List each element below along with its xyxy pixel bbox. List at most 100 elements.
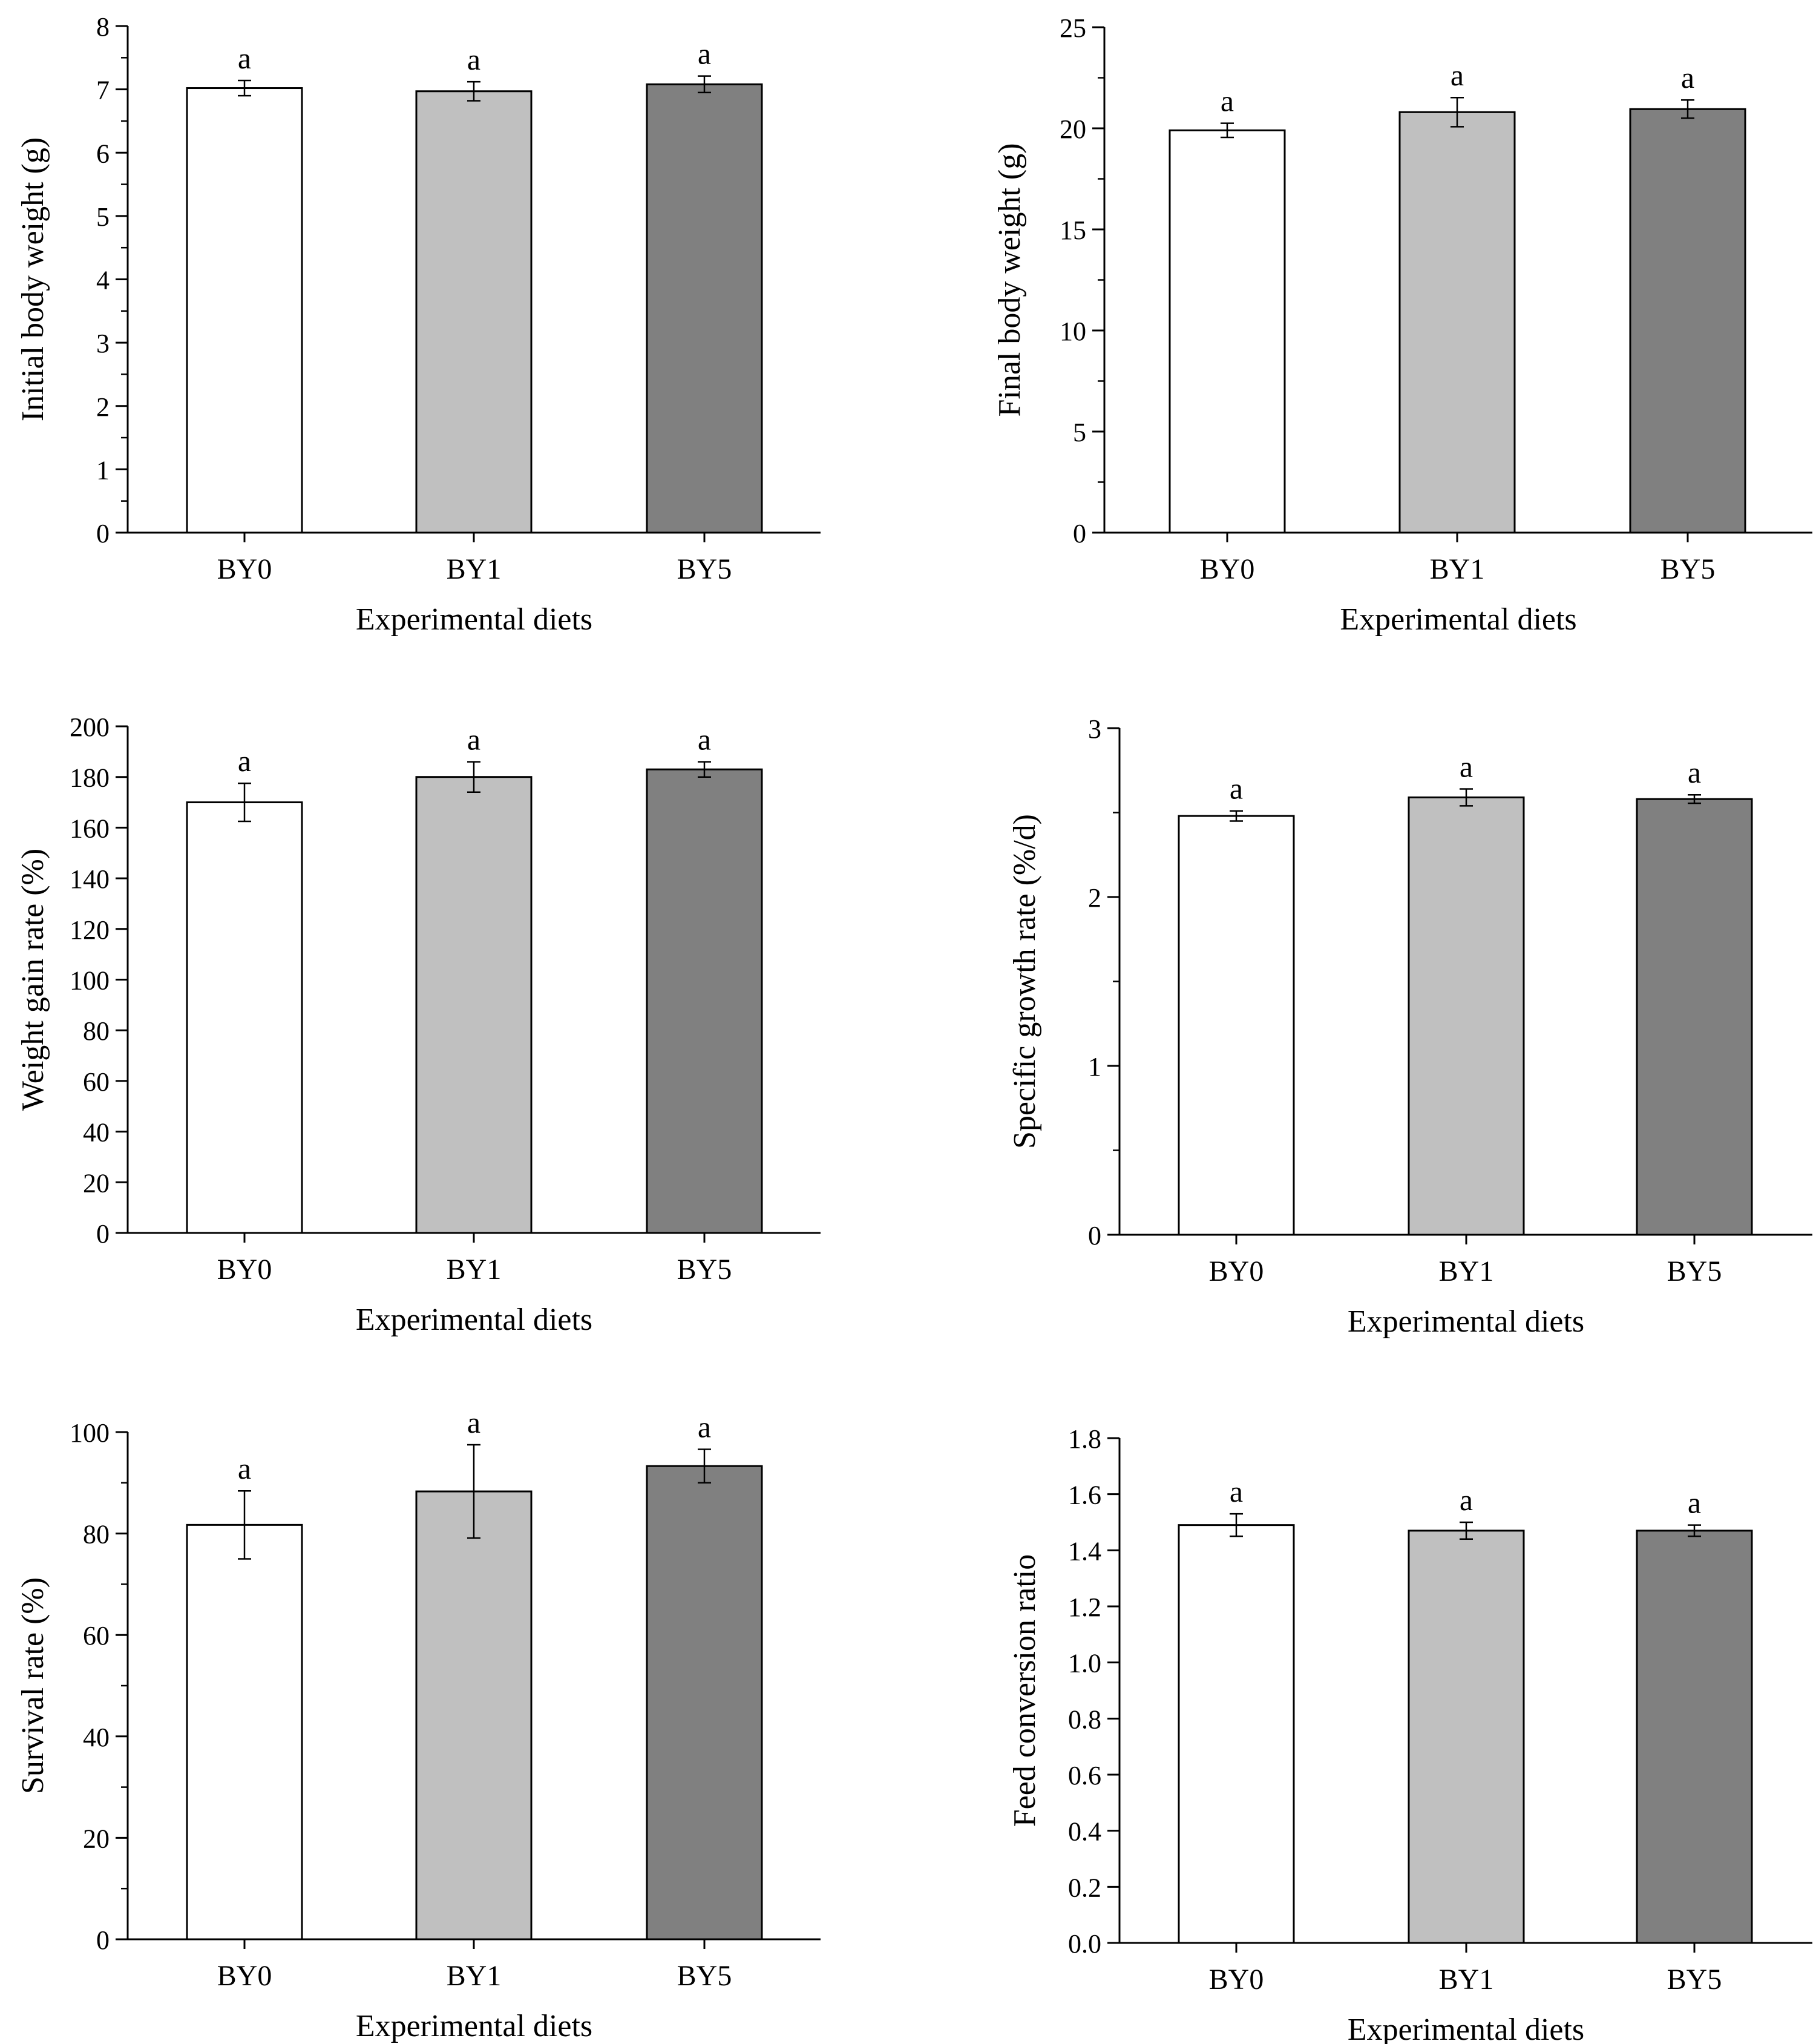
y-tick-label: 180 bbox=[70, 763, 110, 793]
chart-panel-1: a BY0 a BY1 a BY5 0 1 2 3 4 5 6 7 8 Experimental diets I… bbox=[16, 12, 821, 637]
bar-by0 bbox=[1178, 815, 1295, 1236]
bar-by0 bbox=[1178, 1524, 1295, 1944]
y-tick-label: 5 bbox=[1073, 418, 1086, 447]
bar-by1 bbox=[1398, 111, 1516, 534]
y-tick-label: 100 bbox=[70, 966, 110, 996]
y-tick-label: 1 bbox=[1088, 1052, 1101, 1082]
significance-label: a bbox=[1230, 1474, 1243, 1508]
significance-label: a bbox=[238, 1451, 251, 1485]
y-tick-label: 0.8 bbox=[1068, 1704, 1101, 1734]
x-tick-label: BY5 bbox=[677, 553, 732, 585]
x-tick-label: BY1 bbox=[1430, 553, 1485, 585]
x-axis-label: Experimental diets bbox=[356, 1303, 592, 1337]
x-axis-label: Experimental diets bbox=[1348, 2013, 1584, 2044]
y-tick-label: 0.0 bbox=[1068, 1929, 1101, 1959]
significance-label: a bbox=[238, 744, 251, 778]
chart-panel-5: a BY0 a BY1 a BY5 0 20 40 60 80 100 Experimental die… bbox=[16, 1405, 821, 2043]
y-tick-label: 0 bbox=[96, 519, 110, 548]
y-tick-label: 80 bbox=[83, 1520, 110, 1549]
x-tick-label: BY1 bbox=[447, 1960, 502, 1992]
y-axis-label: Specific growth rate (%/d) bbox=[1008, 814, 1042, 1149]
bar-by5 bbox=[1636, 1530, 1753, 1944]
y-tick-label: 1.0 bbox=[1068, 1649, 1101, 1678]
x-tick-label: BY5 bbox=[677, 1254, 732, 1286]
bar-by1 bbox=[1408, 796, 1525, 1236]
bar-by5 bbox=[646, 83, 763, 534]
y-tick-label: 200 bbox=[70, 712, 110, 742]
y-tick-label: 40 bbox=[83, 1118, 110, 1148]
y-tick-label: 100 bbox=[70, 1418, 110, 1448]
significance-label: a bbox=[467, 723, 480, 757]
x-tick-label: BY0 bbox=[1200, 553, 1255, 585]
y-tick-label: 4 bbox=[96, 266, 110, 295]
bar-by0 bbox=[186, 1523, 303, 1940]
chart-panel-4: a BY0 a BY1 a BY5 0 1 2 3 Experimental diets Specif… bbox=[1008, 714, 1812, 1339]
x-axis-label: Experimental diets bbox=[356, 602, 592, 637]
bar-by1 bbox=[415, 776, 533, 1234]
significance-label: a bbox=[1688, 1486, 1701, 1520]
x-tick-label: BY0 bbox=[1209, 1963, 1264, 1996]
chart-panel-2: a BY0 a BY1 a BY5 0 5 10 15 20 25 Experimental diets… bbox=[992, 13, 1812, 637]
significance-label: a bbox=[1681, 61, 1694, 94]
y-tick-label: 20 bbox=[83, 1824, 110, 1853]
x-axis-label: Experimental diets bbox=[1348, 1304, 1584, 1339]
x-tick-label: BY5 bbox=[1660, 553, 1716, 585]
bar-by0 bbox=[186, 87, 303, 534]
y-tick-label: 0 bbox=[1073, 519, 1086, 548]
y-tick-label: 0.2 bbox=[1068, 1873, 1101, 1902]
y-tick-label: 0 bbox=[96, 1925, 110, 1955]
x-tick-label: BY5 bbox=[1667, 1963, 1722, 1996]
y-tick-label: 6 bbox=[96, 139, 110, 168]
significance-label: a bbox=[1460, 749, 1473, 783]
x-tick-label: BY1 bbox=[1439, 1963, 1494, 1996]
y-axis-label: Weight gain rate (%) bbox=[16, 849, 50, 1111]
bar-by0 bbox=[1169, 129, 1286, 534]
y-tick-label: 1 bbox=[96, 455, 110, 485]
significance-label: a bbox=[1230, 772, 1243, 806]
bar-by1 bbox=[1408, 1530, 1525, 1944]
bar-by0 bbox=[186, 801, 303, 1234]
significance-label: a bbox=[1451, 58, 1464, 92]
significance-label: a bbox=[1460, 1483, 1473, 1517]
x-axis-label: Experimental diets bbox=[1340, 602, 1576, 637]
y-tick-label: 1.6 bbox=[1068, 1480, 1101, 1510]
y-tick-label: 3 bbox=[96, 329, 110, 358]
x-tick-label: BY5 bbox=[1667, 1255, 1722, 1287]
significance-label: a bbox=[1688, 755, 1701, 789]
significance-label: a bbox=[698, 723, 711, 757]
bar-by5 bbox=[1636, 798, 1753, 1236]
significance-label: a bbox=[698, 37, 711, 71]
significance-label: a bbox=[467, 42, 480, 76]
bar-by1 bbox=[415, 90, 533, 534]
x-tick-label: BY0 bbox=[217, 1960, 272, 1992]
y-tick-label: 15 bbox=[1060, 215, 1086, 245]
x-tick-label: BY1 bbox=[447, 1254, 502, 1286]
y-tick-label: 5 bbox=[96, 202, 110, 232]
y-tick-label: 3 bbox=[1088, 714, 1101, 744]
x-tick-label: BY5 bbox=[677, 1960, 732, 1992]
y-tick-label: 8 bbox=[96, 12, 110, 42]
y-tick-label: 60 bbox=[83, 1067, 110, 1097]
y-tick-label: 10 bbox=[1060, 317, 1086, 346]
x-tick-label: BY0 bbox=[1209, 1255, 1264, 1287]
significance-label: a bbox=[467, 1405, 480, 1439]
bar-by5 bbox=[646, 1465, 763, 1940]
y-tick-label: 7 bbox=[96, 76, 110, 105]
significance-label: a bbox=[238, 41, 251, 75]
y-tick-label: 60 bbox=[83, 1621, 110, 1651]
bar-by5 bbox=[646, 768, 763, 1234]
y-axis-label: Final body weight (g) bbox=[992, 143, 1027, 416]
y-tick-label: 1.2 bbox=[1068, 1592, 1101, 1622]
significance-label: a bbox=[1221, 84, 1234, 118]
chart-panel-3: a BY0 a BY1 a BY5 0 20 40 60 80 100 120 140 160 180 200 E… bbox=[16, 712, 821, 1337]
y-tick-label: 160 bbox=[70, 813, 110, 843]
y-axis-label: Initial body weight (g) bbox=[16, 137, 50, 421]
y-tick-label: 20 bbox=[1060, 114, 1086, 144]
x-tick-label: BY0 bbox=[217, 553, 272, 585]
chart-panel-6: a BY0 a BY1 a BY5 0.0 0.2 0.4 0.6 0.8 1.0 1.2 1.4 1.6 1… bbox=[1008, 1424, 1812, 2044]
y-axis-label: Survival rate (%) bbox=[16, 1577, 50, 1794]
y-tick-label: 20 bbox=[83, 1168, 110, 1198]
y-tick-label: 0 bbox=[96, 1219, 110, 1249]
bar-by5 bbox=[1629, 108, 1746, 534]
x-tick-label: BY1 bbox=[1439, 1255, 1494, 1287]
